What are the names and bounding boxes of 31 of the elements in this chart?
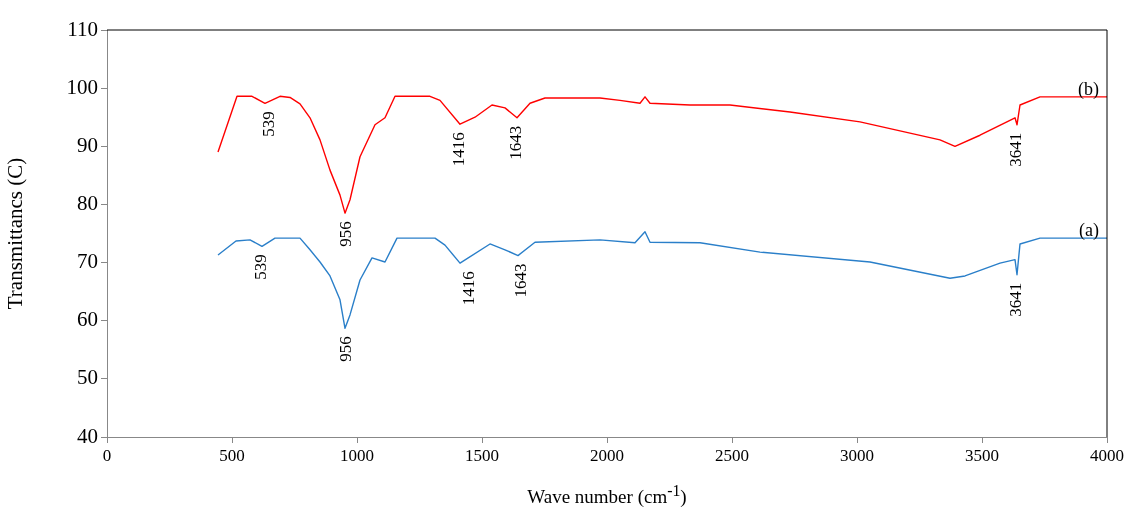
annotation: 956 [336,221,356,247]
x-tick-label: 0 [102,445,112,465]
series-label: (a) [1079,219,1099,241]
x-tick-label: 500 [219,445,245,465]
annotation: 3641 [1006,282,1026,317]
annotation: 539 [251,254,271,280]
y-tick-label: 80 [77,190,98,215]
annotation: 1643 [506,125,526,160]
series-label: (b) [1078,78,1099,100]
y-tick-label: 70 [77,249,98,274]
annotation: 539 [259,111,279,137]
y-tick-label: 60 [77,307,98,332]
y-tick-label: 50 [77,365,98,390]
y-tick-label: 110 [67,16,98,41]
x-tick-label: 2500 [715,445,749,465]
annotation: 1643 [511,263,531,298]
x-tick-label: 1500 [465,445,499,465]
annotation: 1416 [449,132,469,167]
annotation: 956 [336,336,356,362]
x-axis-title: Wave number (cm$^{-1}$) [526,482,688,509]
x-tick-label: 3000 [840,445,874,465]
y-tick-label: 90 [77,132,98,157]
x-tick-label: 4000 [1090,445,1124,465]
x-tick-label: 2000 [590,445,624,465]
x-tick-label: 1000 [340,445,374,465]
annotation: 3641 [1006,132,1026,167]
y-tick-label: 100 [66,74,98,99]
y-axis-title: Transmittancs (C) [3,157,28,310]
annotation: 1416 [459,271,479,306]
x-tick-label: 3500 [965,445,999,465]
y-tick-label: 40 [77,423,98,448]
